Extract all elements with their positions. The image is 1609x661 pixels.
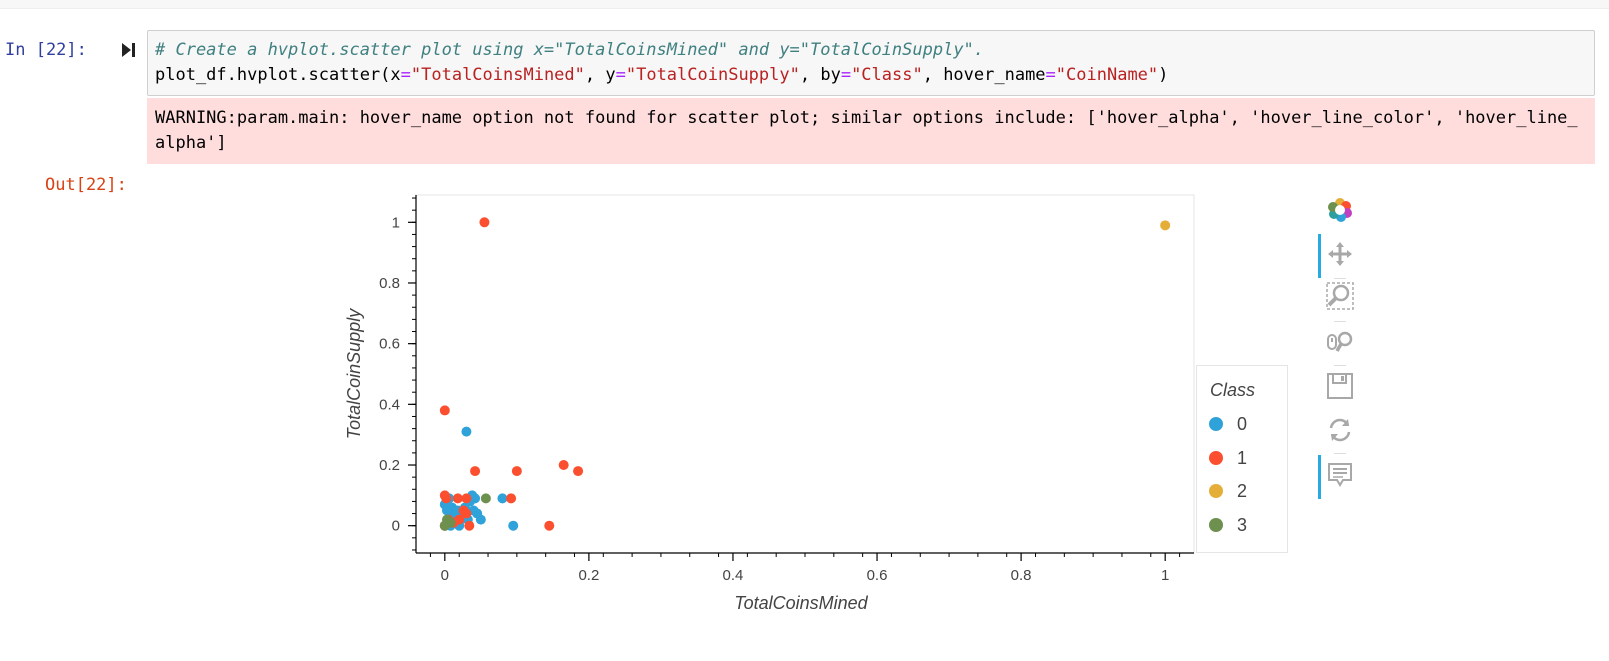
x-tick-label: 0 — [441, 567, 449, 584]
save-icon[interactable] — [1318, 366, 1362, 406]
run-cell-icon[interactable] — [121, 41, 137, 59]
data-point — [439, 405, 450, 416]
legend-item-0[interactable]: 0 — [1209, 412, 1247, 436]
data-point — [511, 466, 522, 477]
data-point — [461, 508, 472, 519]
code-string: "TotalCoinSupply" — [625, 65, 800, 85]
data-point — [461, 426, 472, 437]
code-operator: = — [400, 65, 411, 85]
y-tick-label: 0.8 — [379, 275, 400, 292]
y-axis-title: TotalCoinSupply — [344, 308, 364, 439]
scatter-plot[interactable]: 0 0.2 0.4 0.6 0.8 1 0 0.2 0.4 0.6 0.8 1 TotalCoinsMi… — [330, 185, 1420, 625]
data-point — [441, 493, 452, 504]
wheel-zoom-icon[interactable] — [1318, 321, 1362, 361]
y-tick-label: 0 — [392, 518, 400, 535]
data-point — [506, 493, 517, 504]
data-point — [445, 517, 456, 528]
x-tick-label: 1 — [1161, 567, 1169, 584]
data-point — [497, 493, 508, 504]
legend-label: 0 — [1237, 413, 1248, 434]
notebook-top-strip — [0, 0, 1609, 9]
toolbar-separator — [1334, 453, 1346, 454]
legend-marker — [1209, 518, 1223, 532]
y-tick-label: 0.2 — [379, 457, 400, 474]
plot-area — [415, 194, 1195, 554]
data-point — [470, 493, 481, 504]
code-string: "TotalCoinsMined" — [410, 65, 585, 85]
input-prompt: In [22]: — [5, 40, 87, 60]
y-tick-label: 0.6 — [379, 336, 400, 353]
data-point — [452, 493, 463, 504]
data-point — [1160, 220, 1171, 231]
hover-icon[interactable] — [1318, 455, 1362, 499]
code-operator: = — [615, 65, 626, 85]
legend-item-3[interactable]: 3 — [1209, 513, 1247, 537]
code-token: , hover_name — [922, 65, 1046, 85]
code-token: plot_df.hvplot.scatter(x — [155, 65, 401, 85]
x-tick-label: 0.4 — [723, 567, 744, 584]
data-point — [480, 493, 491, 504]
data-point — [508, 520, 519, 531]
output-prompt: Out[22]: — [45, 175, 127, 195]
y-tick-label: 1 — [392, 214, 400, 231]
data-point — [475, 514, 486, 525]
legend-marker — [1209, 417, 1223, 431]
code-token: , by — [799, 65, 841, 85]
code-token: ) — [1158, 65, 1169, 85]
bokeh-logo-icon[interactable] — [1318, 190, 1362, 230]
reset-icon[interactable] — [1318, 410, 1362, 450]
box-zoom-icon[interactable] — [1318, 276, 1362, 316]
series-class-2 — [1160, 220, 1171, 231]
code-call-line: plot_df.hvplot.scatter(x="TotalCoinsMine… — [155, 65, 1168, 85]
code-comment: # Create a hvplot.scatter plot using x="… — [155, 40, 985, 60]
y-tick-label: 0.4 — [379, 396, 400, 413]
code-operator: = — [1045, 65, 1056, 85]
legend: Class 0 1 2 3 — [1196, 365, 1288, 553]
plot-toolbar — [1318, 190, 1362, 510]
code-string: "Class" — [851, 65, 923, 85]
code-string: "CoinName" — [1055, 65, 1159, 85]
legend-title: Class — [1210, 380, 1256, 400]
code-cell-editor[interactable]: # Create a hvplot.scatter plot using x="… — [147, 30, 1595, 96]
pan-icon[interactable] — [1318, 234, 1362, 278]
x-tick-label: 0.6 — [867, 567, 888, 584]
legend-item-1[interactable]: 1 — [1209, 446, 1247, 470]
data-point — [544, 520, 555, 531]
legend-item-2[interactable]: 2 — [1209, 479, 1247, 503]
x-axis-title: TotalCoinsMined — [734, 593, 868, 613]
data-point — [464, 520, 475, 531]
data-point — [461, 493, 472, 504]
toolbar-separator — [1334, 365, 1346, 366]
data-point — [454, 514, 465, 525]
stderr-output: WARNING:param.main: hover_name option no… — [147, 98, 1595, 164]
legend-label: 3 — [1237, 514, 1248, 535]
code-operator: = — [840, 65, 852, 85]
data-point — [479, 217, 490, 228]
data-point — [470, 466, 481, 477]
toolbar-separator — [1334, 321, 1346, 322]
code-comment-line: # Create a hvplot.scatter plot using x="… — [155, 40, 984, 60]
x-tick-label: 0.2 — [578, 567, 599, 584]
x-tick-label: 0.8 — [1011, 567, 1032, 584]
legend-label: 2 — [1237, 480, 1248, 501]
data-point — [573, 466, 584, 477]
data-point — [558, 460, 569, 471]
code-token: , y — [584, 65, 616, 85]
legend-label: 1 — [1237, 447, 1248, 468]
legend-marker — [1209, 451, 1223, 465]
toolbar-separator — [1334, 278, 1346, 279]
series-class-3 — [439, 493, 491, 531]
legend-marker — [1209, 484, 1223, 498]
